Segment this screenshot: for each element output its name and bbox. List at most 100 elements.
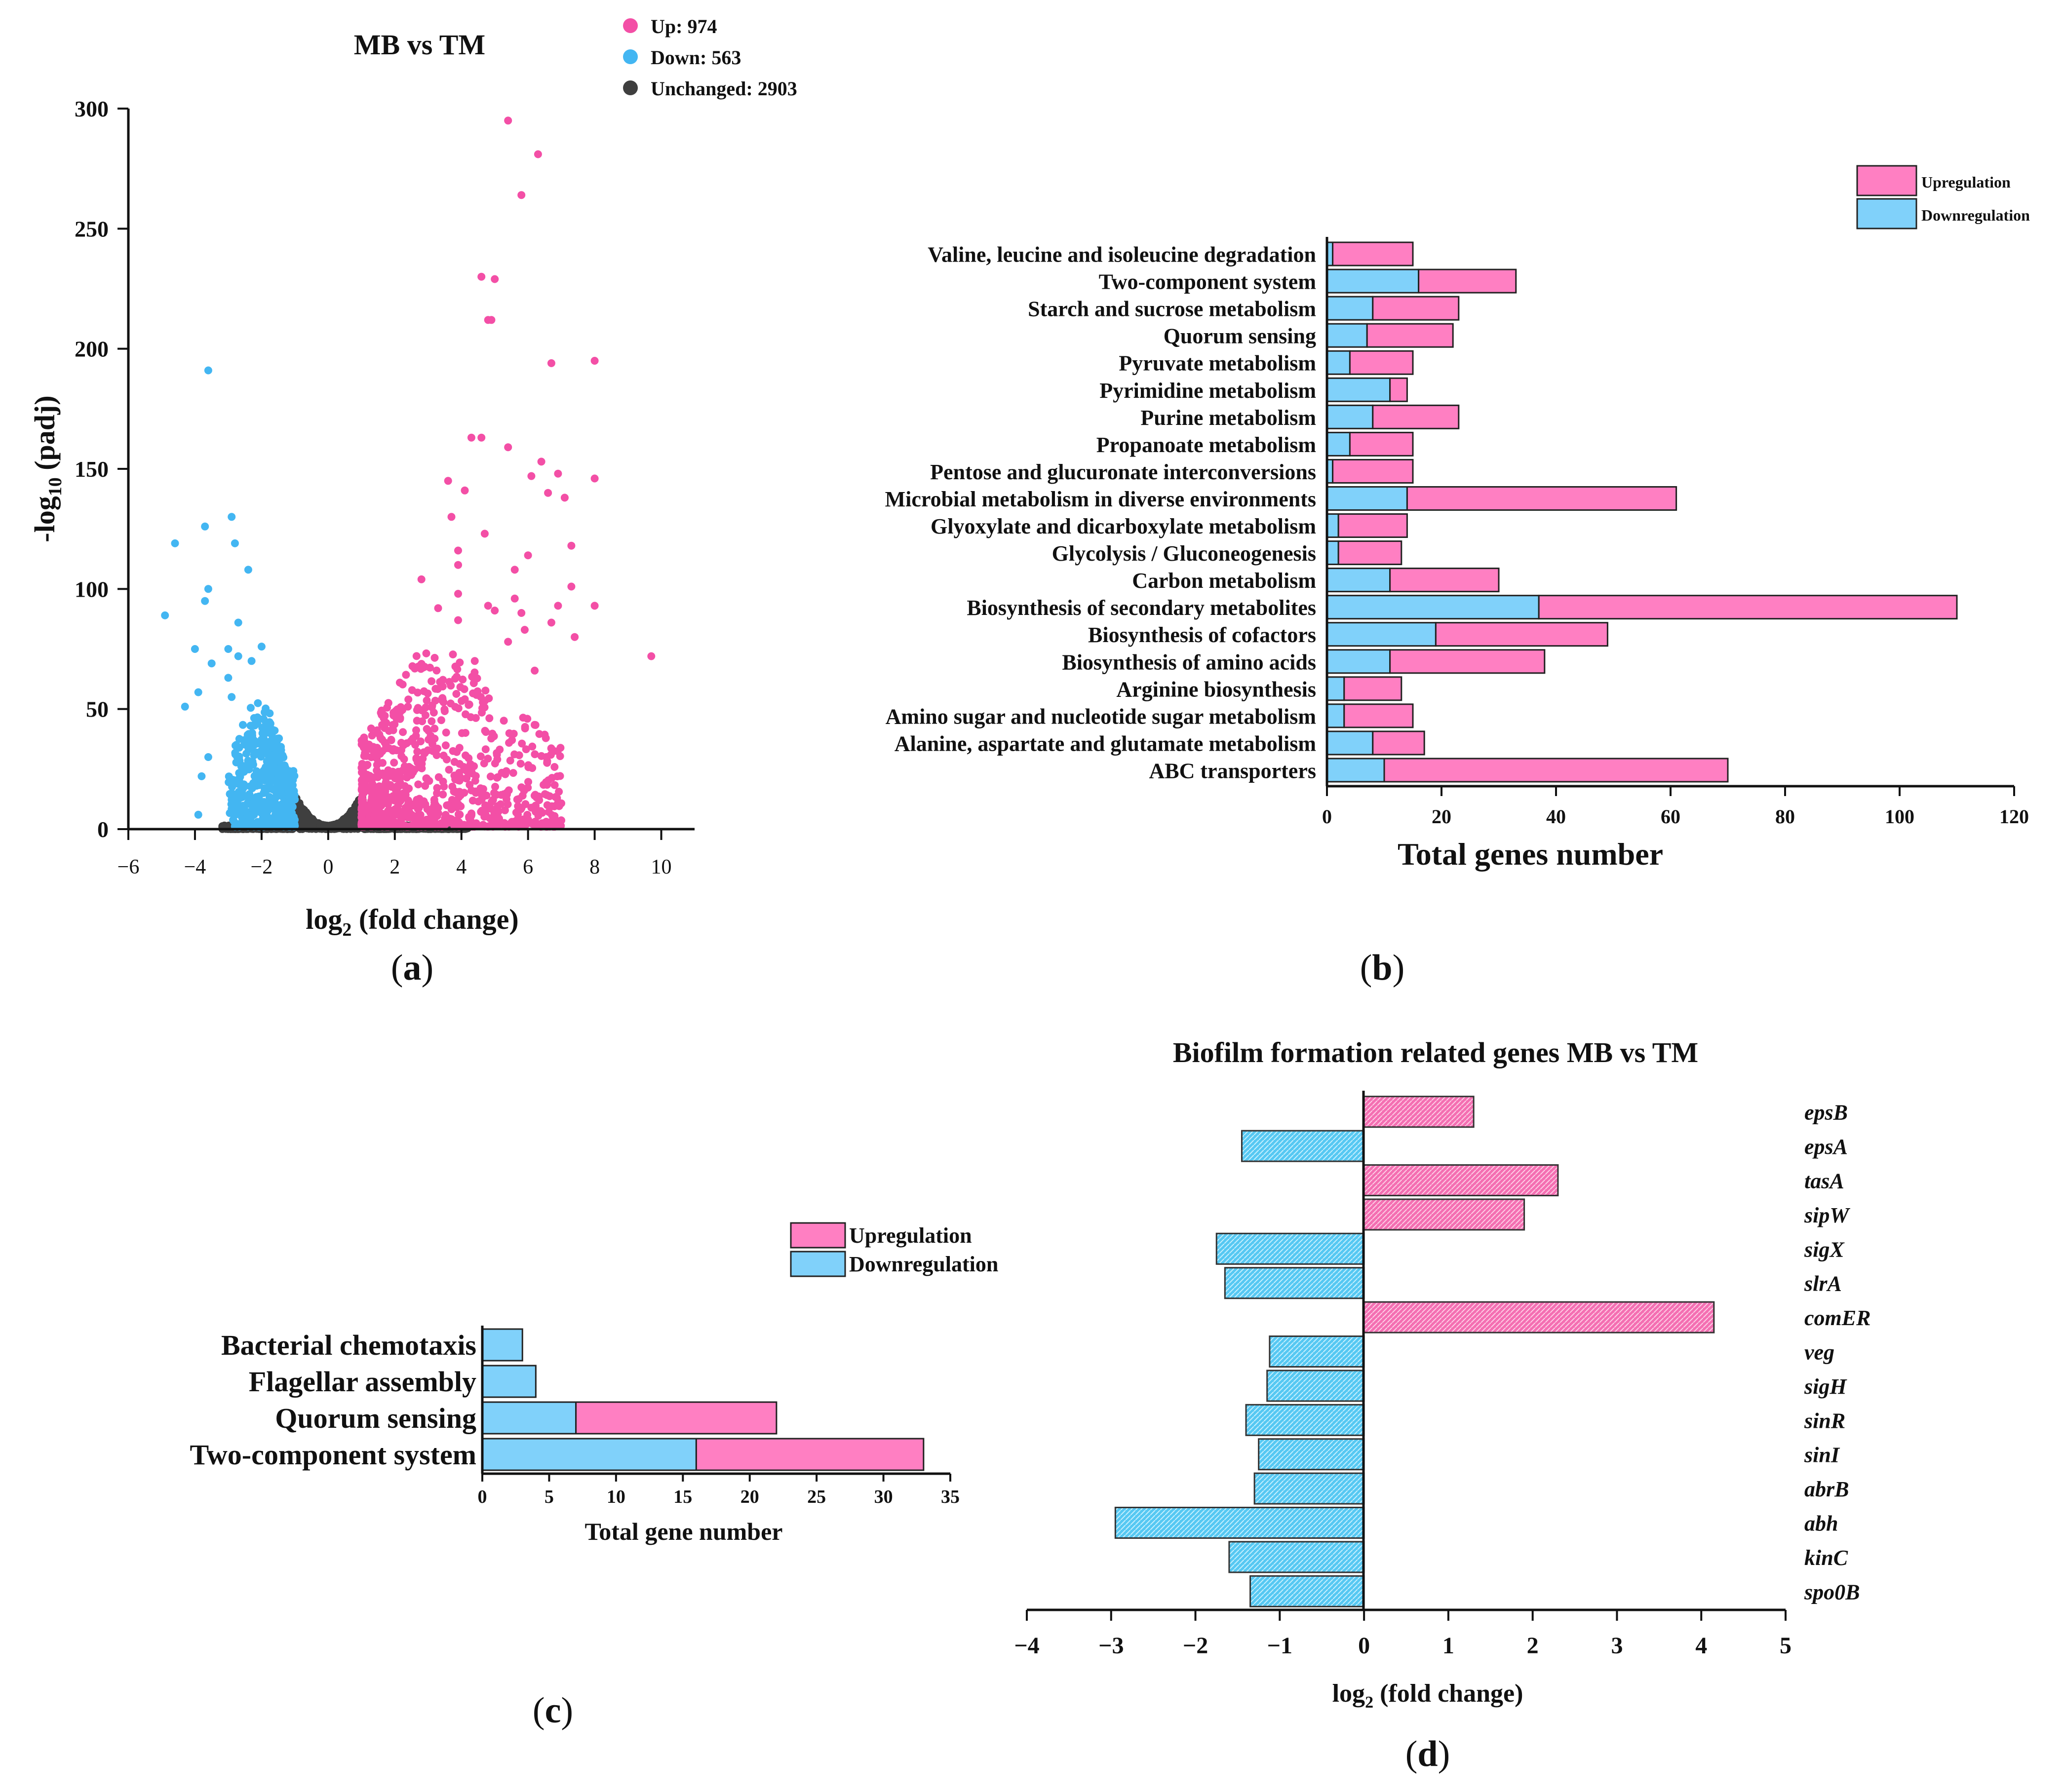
- up-point: [368, 793, 376, 801]
- up-point: [430, 724, 439, 733]
- category-label: Biosynthesis of amino acids: [1062, 650, 1316, 674]
- up-point: [501, 770, 509, 778]
- x-tick-label: 5: [545, 1487, 554, 1507]
- up-point: [537, 752, 545, 760]
- up-point: [531, 721, 540, 729]
- category-label: Two-component system: [190, 1439, 476, 1471]
- x-tick-label: 35: [941, 1487, 960, 1507]
- up-point: [481, 726, 489, 735]
- up-point: [454, 561, 462, 569]
- up-point: [504, 800, 512, 808]
- x-axis-label: Total gene number: [585, 1518, 783, 1545]
- up-point: [456, 810, 464, 819]
- bar-downregulated-gene: [1241, 1130, 1365, 1162]
- bar-upregulation: [1332, 241, 1414, 267]
- bar-downregulated-gene: [1253, 1472, 1365, 1505]
- up-point: [461, 729, 469, 737]
- up-point: [523, 811, 532, 819]
- bar-upregulation: [1343, 703, 1414, 728]
- y-tick-label: 50: [86, 697, 109, 722]
- up-point: [535, 730, 544, 738]
- up-point: [440, 707, 449, 715]
- up-point: [467, 786, 476, 795]
- up-point: [361, 818, 370, 826]
- down-point: [228, 796, 236, 804]
- bar-upregulation: [1366, 323, 1454, 348]
- category-label: Carbon metabolism: [1132, 569, 1316, 593]
- down-point: [272, 748, 280, 756]
- up-point: [458, 697, 466, 705]
- down-point: [244, 566, 252, 574]
- up-point: [417, 575, 426, 583]
- down-point: [246, 704, 255, 712]
- up-point: [428, 677, 436, 686]
- down-point: [201, 597, 209, 605]
- up-point: [443, 801, 451, 809]
- bar-downregulation: [1326, 268, 1420, 294]
- bar-downregulation: [1326, 377, 1391, 402]
- up-point: [477, 272, 486, 281]
- bar-downregulation: [1326, 296, 1374, 321]
- up-point: [414, 805, 422, 813]
- x-tick-label: 40: [1546, 805, 1566, 828]
- gene-label: veg: [1804, 1340, 1834, 1365]
- bar-downregulated-gene: [1224, 1267, 1365, 1299]
- up-point: [379, 769, 387, 778]
- up-point: [454, 590, 462, 598]
- bar-downregulation: [1326, 513, 1339, 538]
- up-point: [494, 773, 502, 781]
- up-point: [431, 813, 439, 822]
- up-point: [590, 357, 599, 365]
- bar-downregulation: [1326, 350, 1351, 375]
- down-point: [274, 757, 283, 765]
- up-point: [376, 734, 385, 742]
- gene-label: sinI: [1804, 1443, 1840, 1467]
- up-point: [478, 792, 486, 801]
- up-point: [491, 820, 500, 828]
- y-tick-label: 200: [75, 337, 109, 362]
- bar-upregulated-gene: [1363, 1096, 1475, 1128]
- x-axis-label: Total genes number: [1398, 837, 1663, 872]
- down-point: [250, 750, 259, 758]
- up-point: [490, 789, 498, 797]
- up-point: [432, 751, 441, 760]
- down-point: [286, 807, 295, 815]
- gene-label: spo0B: [1804, 1580, 1860, 1604]
- up-point: [520, 626, 529, 634]
- bar-upregulation: [1337, 513, 1408, 538]
- down-point: [239, 784, 248, 792]
- up-point: [386, 772, 394, 780]
- panel-label-c: (c): [533, 1690, 573, 1731]
- up-point: [420, 687, 428, 695]
- up-point: [471, 714, 480, 722]
- up-point: [397, 752, 406, 760]
- down-point: [254, 699, 262, 707]
- up-point: [384, 699, 392, 707]
- panel-label-d: (d): [1405, 1734, 1450, 1774]
- up-point: [491, 759, 499, 767]
- bars: [1114, 1096, 1715, 1607]
- down-point: [285, 794, 294, 802]
- bar-downregulation: [1326, 703, 1345, 728]
- up-point: [557, 799, 565, 807]
- down-point: [271, 726, 279, 735]
- kegg-pathway-bar-chart: Upregulation Downregulation Valine, leuci…: [885, 165, 2030, 988]
- down-point: [261, 744, 269, 752]
- up-point: [523, 715, 532, 723]
- up-point: [404, 695, 413, 704]
- up-point: [441, 741, 450, 750]
- up-point: [524, 778, 532, 786]
- down-point: [268, 739, 276, 748]
- down-point: [228, 783, 236, 791]
- up-point: [413, 796, 421, 804]
- gene-label: epsA: [1804, 1135, 1848, 1159]
- up-point: [432, 666, 441, 675]
- up-point: [411, 818, 419, 827]
- down-point: [194, 810, 202, 819]
- down-point: [239, 721, 247, 729]
- category-label: Biosynthesis of cofactors: [1088, 623, 1316, 647]
- up-point: [480, 530, 489, 538]
- up-point: [378, 790, 386, 799]
- up-point: [485, 714, 494, 723]
- legend: Upregulation Downregulation: [1856, 165, 2030, 229]
